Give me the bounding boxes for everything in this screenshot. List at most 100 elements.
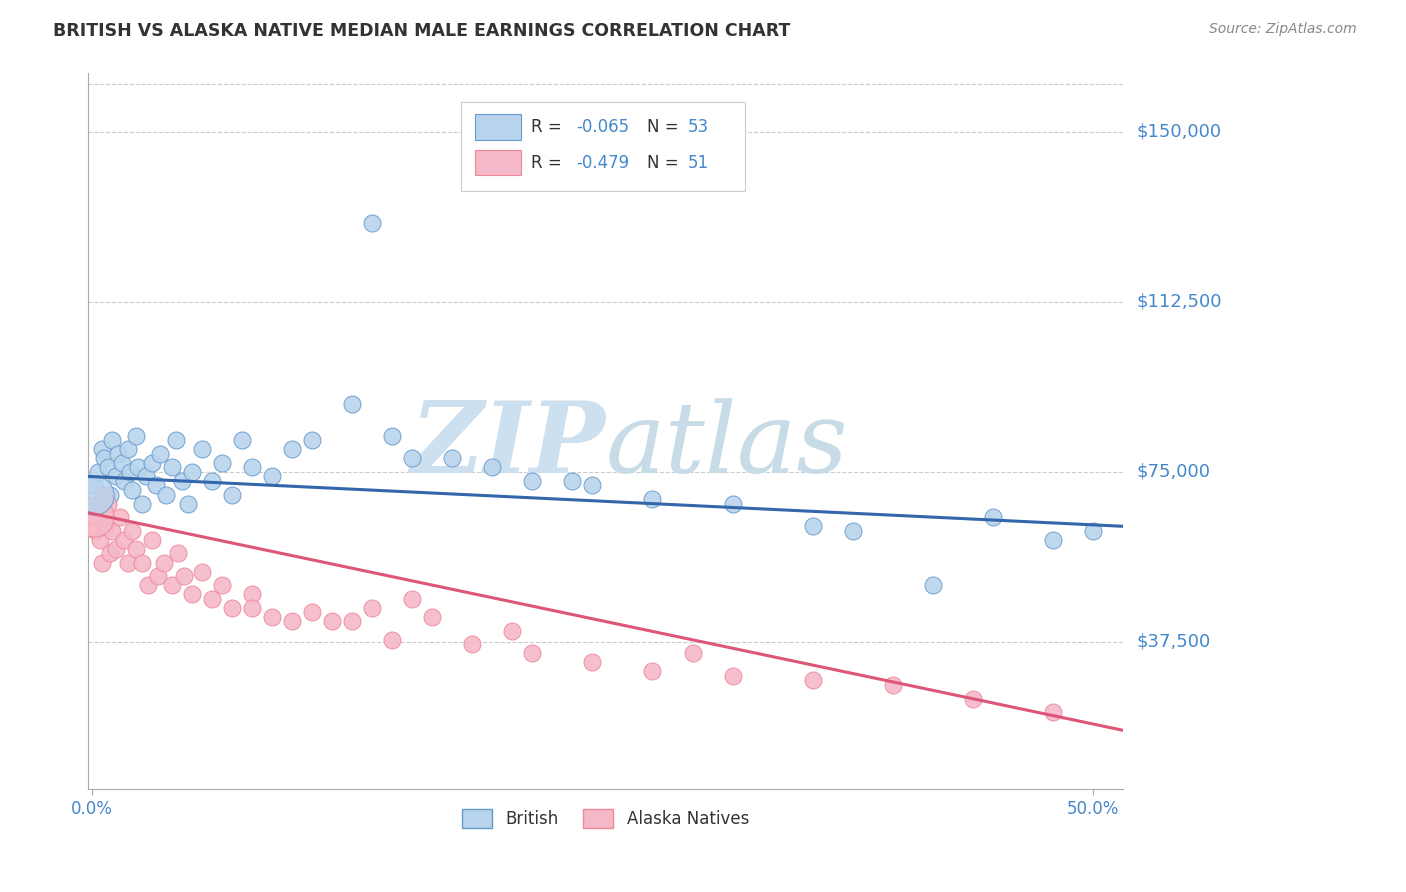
Point [101, 524, 124, 538]
Point [155, 487, 177, 501]
FancyBboxPatch shape [461, 102, 745, 191]
Point [240, 587, 263, 601]
Point [1042, 705, 1064, 719]
Text: R =: R = [531, 153, 567, 171]
Point [281, 615, 304, 629]
Point [149, 447, 172, 461]
Point [125, 428, 148, 442]
Point [301, 606, 323, 620]
Point [177, 497, 200, 511]
Point [98, 547, 121, 561]
Point [522, 474, 544, 488]
FancyBboxPatch shape [475, 114, 520, 139]
Point [83, 478, 105, 492]
Point [170, 474, 193, 488]
Point [112, 533, 135, 547]
Point [118, 465, 141, 479]
Text: $75,000: $75,000 [1137, 463, 1211, 481]
Point [146, 569, 169, 583]
Point [882, 678, 904, 692]
Point [461, 637, 484, 651]
Point [83, 510, 105, 524]
Point [83, 510, 105, 524]
Point [361, 600, 384, 615]
Point [381, 428, 404, 442]
Point [340, 615, 363, 629]
Point [201, 591, 224, 606]
Point [141, 456, 163, 470]
Point [121, 524, 143, 538]
Point [145, 478, 167, 492]
Point [167, 547, 190, 561]
Legend: British, Alaska Natives: British, Alaska Natives [456, 802, 756, 835]
Point [173, 569, 195, 583]
Text: $37,500: $37,500 [1137, 633, 1211, 651]
Point [181, 587, 204, 601]
Point [301, 433, 323, 447]
Point [801, 673, 824, 688]
Point [682, 646, 704, 660]
Point [160, 460, 183, 475]
Point [721, 669, 744, 683]
Point [581, 478, 603, 492]
Point [641, 492, 664, 507]
Point [262, 469, 284, 483]
Point [201, 474, 224, 488]
Point [962, 691, 984, 706]
Point [841, 524, 863, 538]
Point [87, 465, 110, 479]
Point [98, 487, 121, 501]
Point [101, 433, 124, 447]
Point [211, 578, 233, 592]
Point [321, 615, 343, 629]
FancyBboxPatch shape [475, 150, 520, 176]
Point [420, 610, 443, 624]
Point [481, 460, 503, 475]
Point [84, 524, 107, 538]
Point [91, 556, 114, 570]
Point [262, 610, 284, 624]
Point [441, 451, 464, 466]
Point [240, 600, 263, 615]
Point [1042, 533, 1064, 547]
Point [127, 460, 149, 475]
Text: BRITISH VS ALASKA NATIVE MEDIAN MALE EARNINGS CORRELATION CHART: BRITISH VS ALASKA NATIVE MEDIAN MALE EAR… [53, 22, 790, 40]
Point [111, 456, 134, 470]
Point [87, 497, 110, 511]
Point [141, 533, 163, 547]
Point [181, 465, 204, 479]
Point [89, 533, 111, 547]
Text: 53: 53 [688, 118, 710, 136]
Point [981, 510, 1004, 524]
Point [211, 456, 233, 470]
Point [501, 624, 523, 638]
Point [522, 646, 544, 660]
Point [91, 442, 114, 457]
Point [381, 632, 404, 647]
Text: -0.479: -0.479 [576, 153, 630, 171]
Point [121, 483, 143, 497]
Point [112, 474, 135, 488]
Text: $150,000: $150,000 [1137, 123, 1222, 141]
Text: Source: ZipAtlas.com: Source: ZipAtlas.com [1209, 22, 1357, 37]
Point [160, 578, 183, 592]
Point [153, 556, 176, 570]
Point [104, 469, 127, 483]
Point [401, 591, 423, 606]
Point [340, 397, 363, 411]
Point [136, 578, 159, 592]
Point [641, 665, 664, 679]
Text: 51: 51 [688, 153, 710, 171]
Point [108, 510, 131, 524]
Point [231, 433, 253, 447]
Point [131, 556, 153, 570]
Point [361, 216, 384, 230]
Point [191, 442, 214, 457]
Point [125, 541, 148, 556]
Point [97, 460, 120, 475]
Point [93, 487, 115, 501]
Point [107, 447, 129, 461]
Text: ZIP: ZIP [411, 397, 606, 493]
Point [561, 474, 583, 488]
Point [401, 451, 423, 466]
